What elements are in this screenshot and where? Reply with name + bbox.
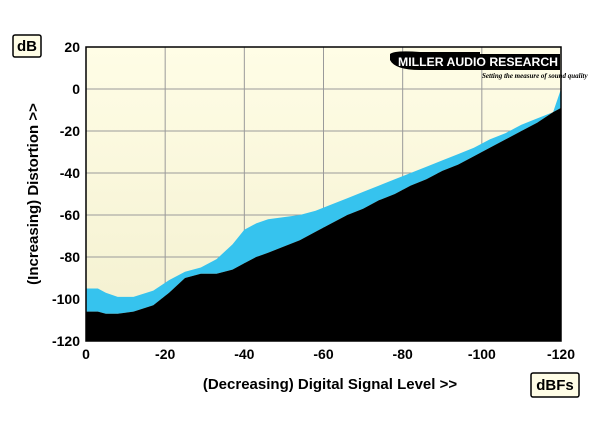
x-unit-label: dBFs (536, 377, 574, 394)
x-tick-label: 0 (82, 346, 90, 362)
x-unit-box (530, 372, 580, 398)
y-unit-box (12, 34, 42, 58)
x-tick-label: -60 (313, 346, 333, 362)
y-tick-label: -120 (52, 333, 80, 349)
x-axis-title: (Decreasing) Digital Signal Level >> (203, 376, 457, 393)
miller-audio-research-logo: MILLER AUDIO RESEARCH Setting the measur… (390, 51, 588, 80)
y-tick-label: -100 (52, 291, 80, 307)
logo-text: MILLER AUDIO RESEARCH (398, 55, 558, 69)
y-tick-label: -20 (60, 123, 80, 139)
y-tick-label: -40 (60, 165, 80, 181)
x-tick-labels: 0 -20 -40 -60 -80 -100 -120 (82, 346, 575, 362)
logo-tagline: Setting the measure of sound quality (482, 72, 588, 80)
x-tick-label: -100 (468, 346, 496, 362)
y-unit-label: dB (17, 38, 37, 55)
y-tick-label: -80 (60, 249, 80, 265)
y-tick-labels: 20 0 -20 -40 -60 -80 -100 -120 (52, 39, 80, 349)
plot-frame (85, 46, 562, 342)
logo-bar (478, 54, 560, 70)
y-tick-label: 20 (64, 39, 80, 55)
distortion-floor-lower (86, 107, 561, 342)
x-tick-label: -80 (393, 346, 413, 362)
x-tick-label: -120 (547, 346, 575, 362)
y-axis-title: (Increasing) Distortion >> (25, 103, 42, 285)
x-tick-label: -40 (234, 346, 254, 362)
logo-swoosh (390, 51, 480, 70)
y-tick-label: 0 (72, 81, 80, 97)
x-tick-label: -20 (155, 346, 175, 362)
y-tick-label: -60 (60, 207, 80, 223)
data-marks (86, 89, 561, 342)
